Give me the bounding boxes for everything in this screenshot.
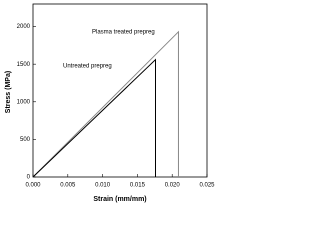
x-tick-label: 0.005	[60, 183, 76, 189]
y-tick-label: 0	[27, 175, 31, 181]
y-tick-label: 1500	[17, 62, 31, 68]
series-line	[32, 30, 179, 178]
series-label: Untreated prepreg	[63, 64, 112, 70]
y-axis-label: Stress (MPa)	[5, 71, 12, 113]
y-tick-label: 1000	[17, 99, 31, 105]
plot-frame	[32, 3, 208, 178]
y-tick-label: 500	[20, 137, 31, 143]
x-tick-label: 0.025	[199, 183, 215, 189]
x-tick-label: 0.015	[130, 183, 146, 189]
series-label: Plasma treated prepreg	[92, 30, 155, 36]
x-tick-label: 0.000	[25, 183, 41, 189]
y-tick-label: 2000	[17, 24, 31, 30]
x-axis-label: Strain (mm/mm)	[93, 196, 146, 203]
chart: Strain (mm/mm) Stress (MPa) 0.000 0.005 0.…	[5, 3, 215, 203]
x-tick-label: 0.020	[165, 183, 181, 189]
x-tick-label: 0.010	[95, 183, 111, 189]
series-line	[32, 58, 156, 178]
